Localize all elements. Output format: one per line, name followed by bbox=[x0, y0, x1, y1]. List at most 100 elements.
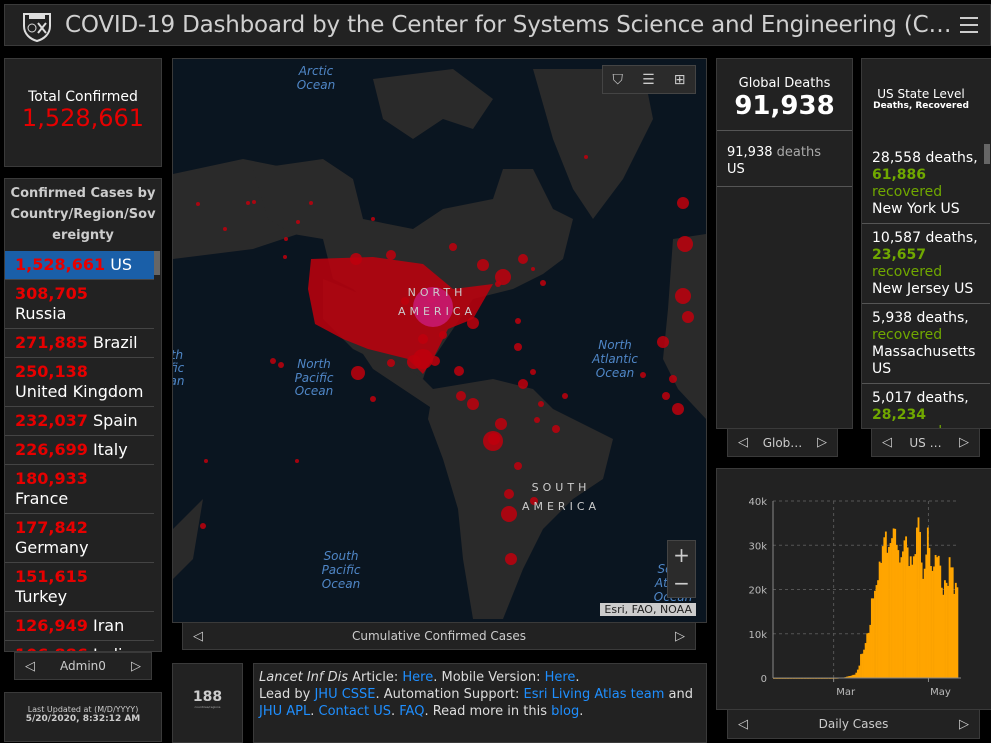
basemap-gallery-icon[interactable]: ⊞ bbox=[673, 71, 686, 88]
case-marker[interactable] bbox=[518, 254, 528, 264]
faq-link[interactable]: FAQ bbox=[399, 704, 425, 719]
case-marker[interactable] bbox=[418, 334, 428, 344]
case-marker[interactable] bbox=[371, 217, 375, 221]
mobile-link[interactable]: Here bbox=[544, 670, 576, 685]
case-marker[interactable] bbox=[677, 236, 693, 252]
global-deaths-item[interactable]: 91,938 deaths US bbox=[717, 130, 852, 187]
blog-link[interactable]: blog bbox=[551, 704, 580, 719]
case-marker[interactable] bbox=[284, 237, 288, 241]
prev-arrow-icon[interactable]: ◁ bbox=[738, 716, 748, 732]
case-marker[interactable] bbox=[495, 418, 507, 430]
selected-country-marker[interactable] bbox=[413, 287, 453, 327]
prev-arrow-icon[interactable]: ◁ bbox=[25, 658, 35, 674]
country-list-item[interactable]: 151,615 Turkey bbox=[5, 563, 154, 612]
next-arrow-icon[interactable]: ▷ bbox=[959, 435, 969, 450]
country-list-item[interactable]: 308,705 Russia bbox=[5, 280, 154, 329]
case-marker[interactable] bbox=[223, 227, 227, 231]
country-list-item[interactable]: 271,885 Brazil bbox=[5, 329, 154, 358]
case-marker[interactable] bbox=[196, 202, 200, 206]
case-marker[interactable] bbox=[278, 362, 284, 368]
case-marker[interactable] bbox=[534, 417, 540, 423]
case-marker[interactable] bbox=[456, 391, 466, 401]
case-marker[interactable] bbox=[370, 396, 376, 402]
case-marker[interactable] bbox=[675, 288, 691, 304]
case-marker[interactable] bbox=[488, 433, 500, 445]
case-marker[interactable] bbox=[518, 379, 528, 389]
case-marker[interactable] bbox=[501, 506, 517, 522]
next-arrow-icon[interactable]: ▷ bbox=[958, 716, 969, 732]
case-marker[interactable] bbox=[204, 459, 208, 463]
case-marker[interactable] bbox=[477, 259, 489, 271]
case-marker[interactable] bbox=[252, 200, 256, 204]
country-list-item[interactable]: 106,886 India bbox=[5, 641, 154, 651]
country-list-item[interactable]: 180,933 France bbox=[5, 465, 154, 514]
prev-arrow-icon[interactable]: ◁ bbox=[882, 435, 892, 450]
case-marker[interactable] bbox=[677, 197, 689, 209]
case-marker[interactable] bbox=[514, 462, 522, 470]
case-marker[interactable] bbox=[682, 311, 694, 323]
case-marker[interactable] bbox=[430, 356, 440, 366]
case-marker[interactable] bbox=[454, 366, 464, 376]
country-list-item[interactable]: 226,699 Italy bbox=[5, 436, 154, 465]
country-list-item[interactable]: 126,949 Iran bbox=[5, 612, 154, 641]
hamburger-icon[interactable] bbox=[960, 17, 978, 33]
zoom-in-button[interactable]: + bbox=[673, 543, 690, 567]
us-case-cluster[interactable] bbox=[308, 257, 493, 374]
case-marker[interactable] bbox=[552, 425, 560, 433]
case-marker[interactable] bbox=[584, 155, 588, 159]
case-marker[interactable] bbox=[514, 343, 522, 351]
case-marker[interactable] bbox=[504, 489, 514, 499]
case-marker[interactable] bbox=[530, 497, 538, 505]
case-marker[interactable] bbox=[386, 250, 396, 260]
case-marker[interactable] bbox=[200, 523, 206, 529]
country-list-item[interactable]: 250,138 United Kingdom bbox=[5, 358, 154, 407]
scrollbar[interactable] bbox=[154, 251, 160, 275]
legend-list-icon[interactable]: ☰ bbox=[642, 71, 655, 88]
us-state-item[interactable]: 10,587 deaths, 23,657 recovered New Jerse… bbox=[862, 224, 990, 304]
jhu-apl-link[interactable]: JHU APL bbox=[259, 704, 311, 719]
case-marker[interactable] bbox=[449, 243, 457, 251]
case-marker[interactable] bbox=[540, 280, 546, 286]
case-marker[interactable] bbox=[295, 459, 299, 463]
next-arrow-icon[interactable]: ▷ bbox=[130, 658, 141, 674]
scrollbar[interactable] bbox=[984, 144, 990, 164]
prev-arrow-icon[interactable]: ◁ bbox=[738, 435, 748, 450]
zoom-out-button[interactable]: − bbox=[673, 571, 690, 595]
case-marker[interactable] bbox=[270, 358, 276, 364]
case-marker[interactable] bbox=[401, 297, 409, 305]
country-list-item[interactable]: 1,528,661 US bbox=[5, 251, 154, 280]
next-arrow-icon[interactable]: ▷ bbox=[817, 435, 827, 450]
case-marker[interactable] bbox=[467, 317, 479, 329]
map-panel[interactable]: Arctic Ocean North Pacific Ocean North Atlan… bbox=[172, 58, 707, 623]
country-list-item[interactable]: 232,037 Spain bbox=[5, 407, 154, 436]
case-marker[interactable] bbox=[662, 392, 670, 400]
contact-link[interactable]: Contact US bbox=[318, 704, 391, 719]
bookmark-icon[interactable]: ⛉ bbox=[612, 71, 624, 88]
esri-link[interactable]: Esri Living Atlas team bbox=[523, 687, 665, 702]
case-marker[interactable] bbox=[350, 253, 362, 265]
case-marker[interactable] bbox=[672, 403, 684, 415]
case-marker[interactable] bbox=[657, 336, 669, 348]
case-marker[interactable] bbox=[562, 393, 568, 399]
case-marker[interactable] bbox=[351, 366, 365, 380]
us-state-item[interactable]: 5,017 deaths, 28,234 recovered bbox=[862, 384, 990, 428]
case-marker[interactable] bbox=[505, 553, 517, 565]
article-link[interactable]: Here bbox=[402, 670, 434, 685]
case-marker[interactable] bbox=[495, 269, 511, 285]
case-marker[interactable] bbox=[531, 267, 535, 271]
us-state-item[interactable]: 28,558 deaths, 61,886 recovered New York … bbox=[862, 144, 990, 224]
case-marker[interactable] bbox=[387, 359, 395, 367]
case-marker[interactable] bbox=[530, 369, 536, 375]
next-arrow-icon[interactable]: ▷ bbox=[674, 628, 685, 644]
case-marker[interactable] bbox=[669, 375, 677, 383]
case-marker[interactable] bbox=[467, 398, 479, 410]
case-marker[interactable] bbox=[640, 372, 646, 378]
case-marker[interactable] bbox=[296, 220, 300, 224]
case-marker[interactable] bbox=[439, 331, 447, 339]
case-marker[interactable] bbox=[495, 281, 501, 287]
country-list-item[interactable]: 177,842 Germany bbox=[5, 514, 154, 563]
prev-arrow-icon[interactable]: ◁ bbox=[193, 628, 203, 644]
case-marker[interactable] bbox=[283, 255, 287, 259]
jhu-csse-link[interactable]: JHU CSSE bbox=[314, 687, 376, 702]
